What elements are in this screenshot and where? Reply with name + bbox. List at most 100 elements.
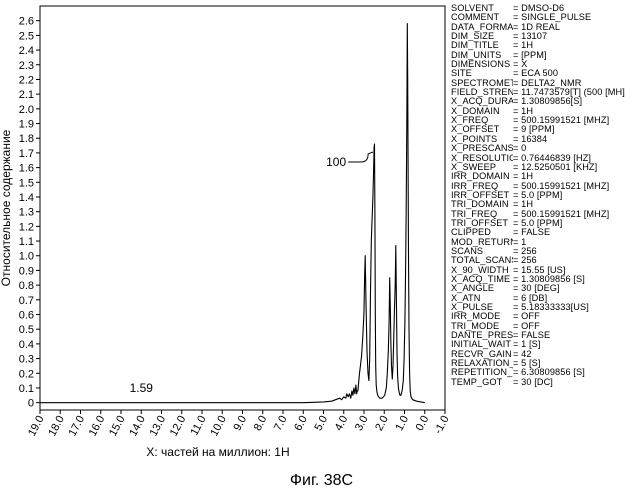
parameter-name: TOTAL_SCANS — [451, 256, 513, 265]
parameter-name: X_ACQ_DURATION — [451, 97, 513, 106]
parameter-name: X_OFFSET — [451, 125, 513, 134]
x-tick-label: 18.0 — [46, 414, 67, 439]
x-tick-label: 19.0 — [26, 414, 47, 439]
parameter-value: = X — [513, 60, 641, 69]
y-tick-label: 1.0 — [19, 251, 34, 263]
parameter-value: = 5.0 [PPM] — [513, 219, 641, 228]
parameter-name: SPECTROMETER — [451, 79, 513, 88]
y-tick-label: 1.5 — [19, 177, 34, 189]
parameter-value: = DELTA2_NMR — [513, 79, 641, 88]
y-tick-label: 1.4 — [19, 192, 34, 204]
parameter-name: DIM_TITLE — [451, 41, 513, 50]
parameter-value: = 5 [S] — [513, 359, 641, 368]
figure-caption: Фиг. 38C — [0, 472, 643, 490]
parameter-value: = 12.5250501 [KHZ] — [513, 163, 641, 172]
y-tick-label: 1.8 — [19, 133, 34, 145]
parameter-value: = 13107 — [513, 32, 641, 41]
parameter-name: X_SWEEP — [451, 163, 513, 172]
parameter-value: = 1D REAL — [513, 23, 641, 32]
parameter-value: = 30 [DEG] — [513, 284, 641, 293]
parameter-value: = 11.7473579[T] (500 [MH] — [513, 88, 641, 97]
parameter-name: DANTE_PRESAT — [451, 331, 513, 340]
x-tick-label: 0.0 — [414, 414, 432, 433]
parameter-name: X_90_WIDTH — [451, 266, 513, 275]
x-tick-label: -1.0 — [432, 414, 452, 436]
parameter-value: = 256 — [513, 247, 641, 256]
parameter-value: = 0.76446839 [HZ] — [513, 154, 641, 163]
parameter-value: = FALSE — [513, 228, 641, 237]
y-tick-label: 1.9 — [19, 119, 34, 131]
parameter-name: INITIAL_WAIT — [451, 340, 513, 349]
parameter-value: = 9 [PPM] — [513, 125, 641, 134]
y-tick-label: 0.3 — [19, 354, 34, 366]
parameter-value: = 1H — [513, 41, 641, 50]
parameter-value: = FALSE — [513, 331, 641, 340]
x-axis-title: X: частей на миллион: 1H — [146, 445, 289, 459]
parameter-name: SITE — [451, 69, 513, 78]
parameter-value: = 1.30809856 [S] — [513, 275, 641, 284]
y-tick-label: 1.6 — [19, 163, 34, 175]
parameter-name: X_PRESCANS — [451, 144, 513, 153]
parameter-value: = 1.30809856[S] — [513, 97, 641, 106]
parameter-value: = 256 — [513, 256, 641, 265]
x-tick-label: 7.0 — [272, 414, 290, 433]
parameter-value: = 500.15991521 [MHZ] — [513, 116, 641, 125]
parameter-value: = 42 — [513, 350, 641, 359]
x-tick-label: 3.0 — [353, 414, 371, 433]
parameter-name: IRR_MODE — [451, 312, 513, 321]
parameter-name: X_DOMAIN — [451, 107, 513, 116]
parameter-name: SOLVENT — [451, 4, 513, 13]
parameter-value: = 1H — [513, 200, 641, 209]
x-tick-label: 5.0 — [312, 414, 330, 433]
parameter-value: = 500.15991521 [MHZ] — [513, 182, 641, 191]
x-tick-label: 16.0 — [87, 414, 108, 439]
parameter-value: = 5.0 [PPM] — [513, 191, 641, 200]
y-tick-label: 0.9 — [19, 265, 34, 277]
y-tick-label: 2.5 — [19, 30, 34, 42]
x-tick-label: 14.0 — [127, 414, 148, 439]
parameter-name: TRI_OFFSET — [451, 219, 513, 228]
y-tick-label: 1.3 — [19, 207, 34, 219]
x-tick-label: 1.0 — [393, 414, 411, 433]
y-tick-label: 0 — [28, 398, 34, 410]
parameter-name: SCANS — [451, 247, 513, 256]
parameter-value: = OFF — [513, 312, 641, 321]
y-tick-label: 2.3 — [19, 60, 34, 72]
parameter-value: = 6 [DB] — [513, 294, 641, 303]
parameter-name: X_POINTS — [451, 135, 513, 144]
y-tick-label: 1.7 — [19, 148, 34, 160]
x-tick-label: 11.0 — [188, 414, 208, 438]
parameter-value: = DMSO-D6 — [513, 4, 641, 13]
parameter-name: COMMENT — [451, 13, 513, 22]
y-tick-label: 0.7 — [19, 295, 34, 307]
plot-frame — [40, 6, 445, 410]
parameter-value: = 30 [DC] — [513, 378, 641, 387]
parameter-name: TEMP_GOT — [451, 378, 513, 387]
parameter-value: = 15.55 [US] — [513, 266, 641, 275]
annotation-100-leader — [348, 152, 373, 162]
annotations: 1001.59 — [130, 152, 374, 395]
parameter-name: IRR_DOMAIN — [451, 172, 513, 181]
parameter-value: = OFF — [513, 322, 641, 331]
parameter-name: DIM_UNITS — [451, 51, 513, 60]
parameter-name: X_RESOLUTION — [451, 154, 513, 163]
x-axis: 19.018.017.016.015.014.013.012.011.010.0… — [26, 410, 452, 438]
parameter-name: CLIPPED — [451, 228, 513, 237]
parameter-name: MOD_RETURN — [451, 238, 513, 247]
parameter-value: = 500.15991521 [MHZ] — [513, 210, 641, 219]
parameter-name: DIMENSIONS — [451, 60, 513, 69]
y-tick-label: 0.2 — [19, 368, 34, 380]
y-axis-title: Относительное содержание — [0, 129, 13, 286]
y-tick-label: 1.1 — [19, 236, 34, 248]
parameter-name: DIM_SIZE — [451, 32, 513, 41]
parameter-name: TRI_MODE — [451, 322, 513, 331]
y-tick-label: 0.6 — [19, 310, 34, 322]
x-tick-label: 17.0 — [66, 414, 87, 439]
x-tick-label: 13.0 — [147, 414, 168, 439]
parameter-value: = ECA 500 — [513, 69, 641, 78]
y-tick-label: 0.8 — [19, 280, 34, 292]
parameter-name: IRR_FREQ — [451, 182, 513, 191]
x-tick-label: 12.0 — [168, 414, 189, 439]
y-tick-label: 2.2 — [19, 74, 34, 86]
parameter-name: FIELD_STRENGTH — [451, 88, 513, 97]
